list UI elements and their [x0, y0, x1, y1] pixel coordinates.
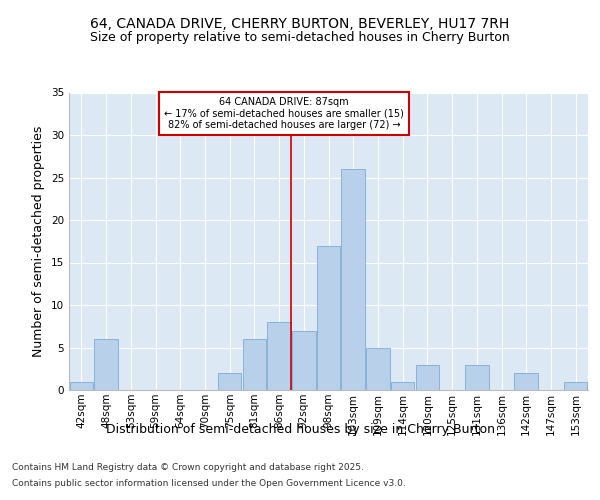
Text: Contains public sector information licensed under the Open Government Licence v3: Contains public sector information licen… [12, 478, 406, 488]
Text: Size of property relative to semi-detached houses in Cherry Burton: Size of property relative to semi-detach… [90, 31, 510, 44]
Bar [292, 330, 316, 390]
Bar [514, 373, 538, 390]
Bar [94, 339, 118, 390]
Bar [70, 382, 93, 390]
Text: Contains HM Land Registry data © Crown copyright and database right 2025.: Contains HM Land Registry data © Crown c… [12, 464, 364, 472]
Bar [416, 364, 439, 390]
Bar [366, 348, 389, 390]
Bar [317, 246, 340, 390]
Bar [218, 373, 241, 390]
Y-axis label: Number of semi-detached properties: Number of semi-detached properties [32, 126, 46, 357]
Bar [465, 364, 488, 390]
Text: Distribution of semi-detached houses by size in Cherry Burton: Distribution of semi-detached houses by … [106, 422, 494, 436]
Bar [242, 339, 266, 390]
Bar [391, 382, 415, 390]
Text: 64 CANADA DRIVE: 87sqm
← 17% of semi-detached houses are smaller (15)
82% of sem: 64 CANADA DRIVE: 87sqm ← 17% of semi-det… [164, 97, 404, 130]
Bar [341, 169, 365, 390]
Bar [268, 322, 291, 390]
Text: 64, CANADA DRIVE, CHERRY BURTON, BEVERLEY, HU17 7RH: 64, CANADA DRIVE, CHERRY BURTON, BEVERLE… [91, 18, 509, 32]
Bar [564, 382, 587, 390]
